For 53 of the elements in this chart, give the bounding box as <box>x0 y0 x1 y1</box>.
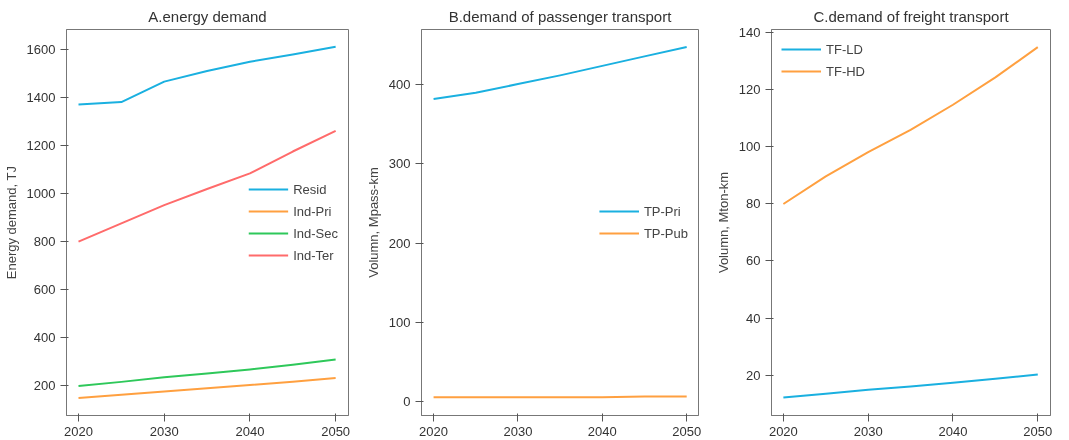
x-tick-label: 2030 <box>853 423 883 439</box>
x-tick-label: 2040 <box>938 423 968 439</box>
chart-title: C.demand of freight transport <box>813 7 1010 25</box>
y-axis-title: Volumn, Mton-km <box>715 171 731 274</box>
y-tick-label: 1000 <box>26 186 56 202</box>
legend-label: Ind-Sec <box>293 225 338 241</box>
legend-label: TP-Pub <box>643 225 688 241</box>
y-tick-label: 600 <box>33 282 56 298</box>
y-tick-label: 1400 <box>26 89 56 105</box>
legend-label: TF-LD <box>826 41 863 57</box>
y-tick-label: 400 <box>388 77 411 93</box>
legend-label: TP-Pri <box>643 203 681 219</box>
y-tick-label: 800 <box>33 234 56 250</box>
line-series <box>782 373 1039 399</box>
line-series <box>432 45 688 101</box>
y-tick-label: 100 <box>388 314 411 330</box>
y-tick-label: 100 <box>738 139 761 155</box>
x-tick-label: 2020 <box>419 423 449 439</box>
legend-label: Ind-Ter <box>293 247 334 263</box>
line-series <box>77 45 337 106</box>
y-tick-label: 80 <box>746 196 761 212</box>
x-tick-label: 2040 <box>587 423 617 439</box>
legend-label: TF-HD <box>826 63 865 79</box>
x-tick-label: 2020 <box>768 423 798 439</box>
y-tick-label: 200 <box>388 235 411 251</box>
chart-title: B.demand of passenger transport <box>448 7 673 25</box>
y-tick-label: 300 <box>388 156 411 172</box>
chart-title: A.energy demand <box>148 7 267 25</box>
x-tick-label: 2030 <box>503 423 533 439</box>
y-tick-label: 400 <box>33 330 56 346</box>
y-tick-label: 40 <box>746 310 761 326</box>
x-tick-label: 2020 <box>64 423 93 439</box>
y-tick-label: 1600 <box>26 41 56 57</box>
y-axis-title: Energy demand, TJ <box>3 166 19 280</box>
line-series <box>782 46 1039 205</box>
line-series <box>77 358 337 387</box>
y-tick-label: 120 <box>738 82 761 98</box>
x-tick-label: 2050 <box>672 423 702 439</box>
x-tick-label: 2030 <box>149 423 179 439</box>
y-tick-label: 0 <box>403 393 411 409</box>
legend-label: Ind-Pri <box>293 203 332 219</box>
y-tick-label: 200 <box>33 378 56 394</box>
y-tick-label: 140 <box>738 25 761 41</box>
y-tick-label: 1200 <box>26 138 56 154</box>
y-tick-label: 20 <box>746 367 761 383</box>
y-tick-label: 60 <box>746 253 761 269</box>
x-tick-label: 2050 <box>321 423 351 439</box>
line-series <box>77 129 337 243</box>
y-axis-title: Volumn, Mpass-km <box>365 167 381 278</box>
legend-label: Resid <box>293 181 327 197</box>
x-tick-label: 2040 <box>235 423 265 439</box>
x-tick-label: 2050 <box>1023 423 1053 439</box>
line-series <box>77 377 337 399</box>
